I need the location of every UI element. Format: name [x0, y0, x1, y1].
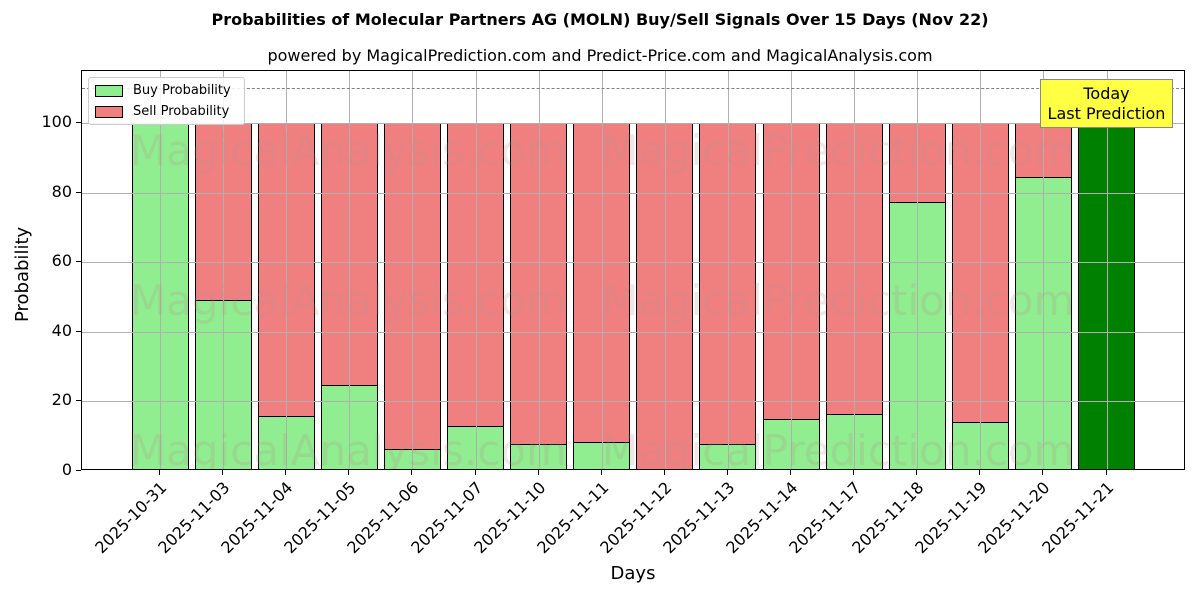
grid-line-horizontal — [82, 331, 1184, 333]
x-tick-mark — [726, 470, 728, 475]
grid-line-vertical — [412, 71, 414, 469]
y-axis-label: Probability — [12, 226, 33, 322]
x-tick-mark — [663, 470, 665, 475]
y-tick-label: 0 — [61, 460, 72, 479]
grid-line-vertical — [1043, 71, 1045, 469]
legend-sell-label: Sell Probability — [133, 104, 230, 119]
annotation-line-1: Today — [1083, 84, 1130, 103]
x-tick-mark — [348, 470, 350, 475]
y-tick-label: 60 — [51, 251, 72, 271]
legend: Buy Probability Sell Probability — [88, 77, 245, 125]
x-tick-mark — [285, 470, 287, 475]
annotation-line-2: Last Prediction — [1047, 104, 1166, 123]
buy-swatch-icon — [95, 84, 123, 97]
y-tick-mark — [76, 400, 81, 402]
y-tick-mark — [76, 470, 81, 471]
x-tick-mark — [600, 470, 602, 475]
plot-area: MagicalAnalysis.com MagicalPrediction.com… — [81, 70, 1185, 470]
grid-line-horizontal — [82, 401, 1184, 403]
y-tick-label: 80 — [51, 181, 72, 201]
grid-line-vertical — [349, 71, 351, 469]
grid-line-vertical — [980, 71, 982, 469]
grid-line-vertical — [664, 71, 666, 469]
grid-line-vertical — [1106, 71, 1108, 469]
grid-line-vertical — [160, 71, 161, 469]
grid-line-vertical — [475, 71, 477, 469]
grid-line-horizontal — [82, 192, 1184, 194]
y-tick-mark — [76, 330, 81, 332]
y-tick-label: 100 — [41, 112, 72, 132]
grid-line-vertical — [727, 71, 729, 469]
x-tick-mark — [916, 470, 918, 475]
chart-subtitle: powered by MagicalPrediction.com and Pre… — [267, 46, 933, 65]
grid-line-vertical — [791, 71, 792, 469]
x-tick-mark — [159, 470, 160, 475]
y-tick-mark — [76, 122, 81, 124]
y-axis-label-wrap: Probability — [12, 227, 107, 343]
y-tick-mark — [76, 191, 81, 193]
x-tick-mark — [1105, 470, 1107, 475]
x-tick-mark — [979, 470, 981, 475]
x-tick-mark — [1042, 470, 1044, 475]
x-tick-mark — [474, 470, 476, 475]
grid-line-vertical — [538, 71, 540, 469]
x-tick-mark — [790, 470, 791, 475]
grid-line-horizontal — [82, 123, 1184, 125]
grid-line-vertical — [223, 71, 225, 469]
y-tick-label: 40 — [51, 320, 72, 340]
x-axis-label: Days — [610, 563, 656, 584]
reference-line — [82, 88, 1184, 90]
x-tick-mark — [411, 470, 413, 475]
x-tick-mark — [853, 470, 855, 475]
legend-item-sell: Sell Probability — [95, 104, 229, 119]
today-annotation: Today Last Prediction — [1040, 79, 1173, 128]
grid-line-horizontal — [82, 262, 1184, 264]
grid-line-vertical — [286, 71, 288, 469]
x-tick-mark — [537, 470, 539, 475]
grid-line-vertical — [854, 71, 856, 469]
grid-line-vertical — [917, 71, 919, 469]
chart-title: Probabilities of Molecular Partners AG (… — [211, 10, 989, 29]
legend-buy-label: Buy Probability — [133, 83, 231, 98]
y-tick-label: 20 — [51, 390, 72, 410]
sell-swatch-icon — [95, 105, 123, 118]
grid-line-vertical — [601, 71, 603, 469]
legend-item-buy: Buy Probability — [95, 83, 231, 98]
y-tick-mark — [76, 261, 81, 263]
x-tick-mark — [222, 470, 224, 475]
